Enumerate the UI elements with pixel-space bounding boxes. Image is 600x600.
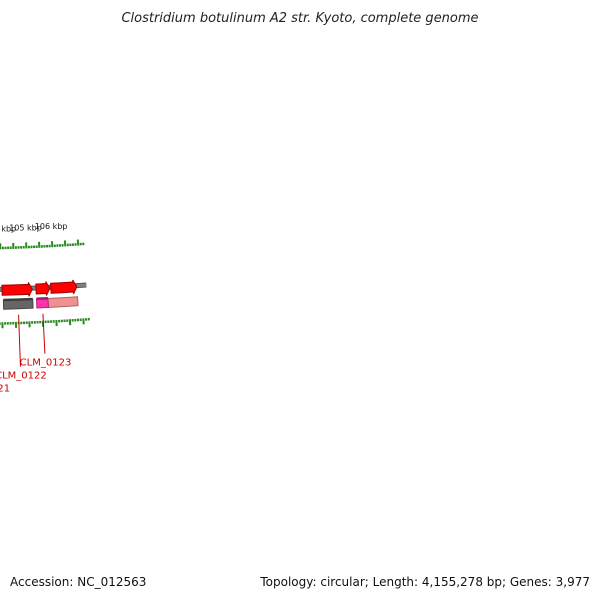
label-leader-line xyxy=(42,313,46,354)
gene-label: CLM_0121 xyxy=(0,384,10,395)
cds-track xyxy=(1,279,78,297)
feature-bar-shadow xyxy=(3,297,33,302)
cds-arrow xyxy=(35,281,51,296)
axis-tick-label: 105 kbp xyxy=(9,223,42,232)
label-leader-line xyxy=(18,314,21,367)
gene-label: CLM_0122 xyxy=(0,371,47,382)
label-leader-lines xyxy=(18,313,46,367)
feature-bar-shadow xyxy=(36,296,48,301)
cds-arrow xyxy=(1,282,33,297)
axis-tick-label: 106 kbp xyxy=(35,222,68,231)
tick-label-group: 98 kbp99 kbp100 kbp101 kbp102 kbp103 kbp… xyxy=(0,222,68,233)
genome-summary-text: Topology: circular; Length: 4,155,278 bp… xyxy=(259,575,590,589)
cds-arrow xyxy=(50,279,78,295)
feature-track xyxy=(2,296,79,310)
inner-tick-ring xyxy=(0,239,85,250)
unlabeled-feature-bar xyxy=(47,296,79,308)
axis-tick-label: 104 kbp xyxy=(0,224,16,233)
gene-label-group: udgACLM_0118metGCLM_0120CLM_0121CLM_0122… xyxy=(0,358,72,395)
outer-tick-ring xyxy=(0,317,90,329)
map-title: Clostridium botulinum A2 str. Kyoto, com… xyxy=(121,11,478,26)
accession-text: Accession: NC_012563 xyxy=(10,575,146,589)
gene-label: CLM_0123 xyxy=(20,358,72,369)
